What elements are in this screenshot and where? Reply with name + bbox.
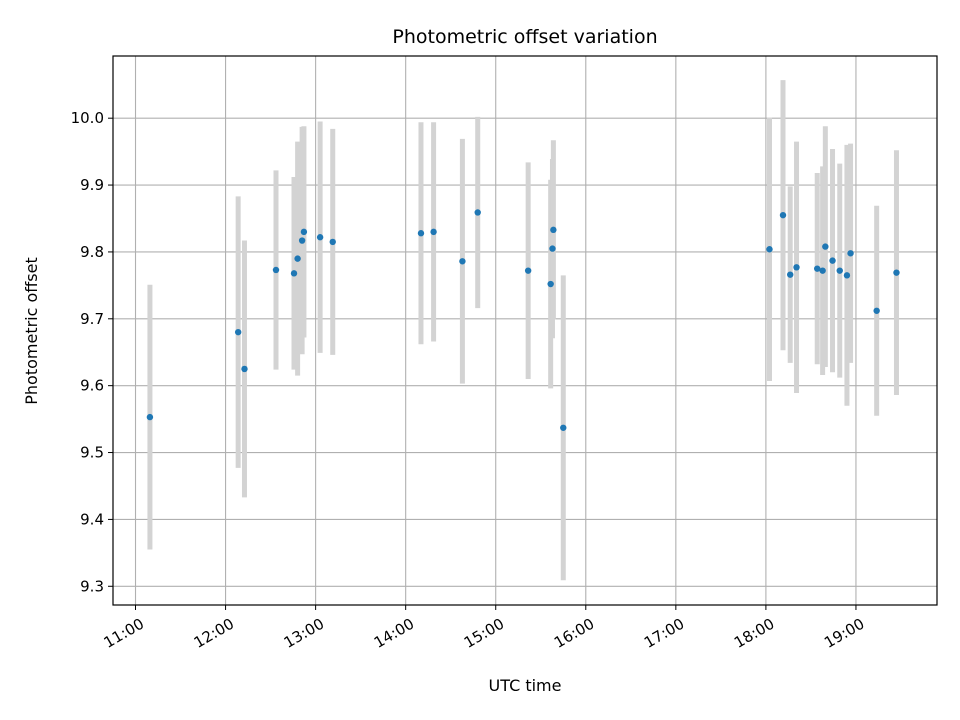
x-axis-label: UTC time xyxy=(489,676,562,695)
data-point xyxy=(793,264,800,271)
data-point xyxy=(459,258,466,265)
data-point xyxy=(294,255,301,262)
data-point xyxy=(549,245,556,252)
data-point xyxy=(524,267,532,274)
data-point xyxy=(819,267,826,274)
data-point xyxy=(873,307,880,314)
data-point xyxy=(234,328,242,336)
data-point xyxy=(329,238,336,246)
data-point xyxy=(474,209,481,216)
y-tick-label: 9.6 xyxy=(80,377,104,395)
y-tick-label: 9.3 xyxy=(80,577,104,595)
data-point xyxy=(146,413,154,421)
data-point xyxy=(893,269,900,276)
y-tick-label: 9.7 xyxy=(80,310,104,328)
data-point xyxy=(547,280,554,288)
grid xyxy=(113,56,937,605)
data-point xyxy=(836,267,843,274)
data-point xyxy=(417,230,425,237)
data-point xyxy=(298,237,306,244)
data-point xyxy=(430,228,437,236)
data-point xyxy=(550,226,557,234)
data-point xyxy=(766,246,773,253)
data-point xyxy=(290,270,298,277)
y-tick-label: 9.5 xyxy=(80,444,104,462)
chart-title: Photometric offset variation xyxy=(392,26,657,48)
data-point xyxy=(300,228,308,236)
data-point xyxy=(847,250,854,257)
y-tick-label: 9.8 xyxy=(80,243,104,261)
y-tick-label: 10.0 xyxy=(71,109,104,127)
data-points xyxy=(146,209,900,431)
data-point xyxy=(814,265,821,272)
plot-frame xyxy=(112,55,938,606)
data-point xyxy=(241,365,248,373)
data-point xyxy=(843,272,851,279)
data-point xyxy=(822,243,829,250)
y-tick-label: 9.9 xyxy=(80,176,104,194)
y-tick-label: 9.4 xyxy=(80,510,104,528)
data-point xyxy=(272,266,280,274)
data-point xyxy=(829,257,836,264)
data-point xyxy=(779,211,787,219)
data-point xyxy=(787,271,794,278)
data-point xyxy=(560,424,567,431)
y-axis-label: Photometric offset xyxy=(22,257,41,405)
data-point xyxy=(316,234,324,241)
